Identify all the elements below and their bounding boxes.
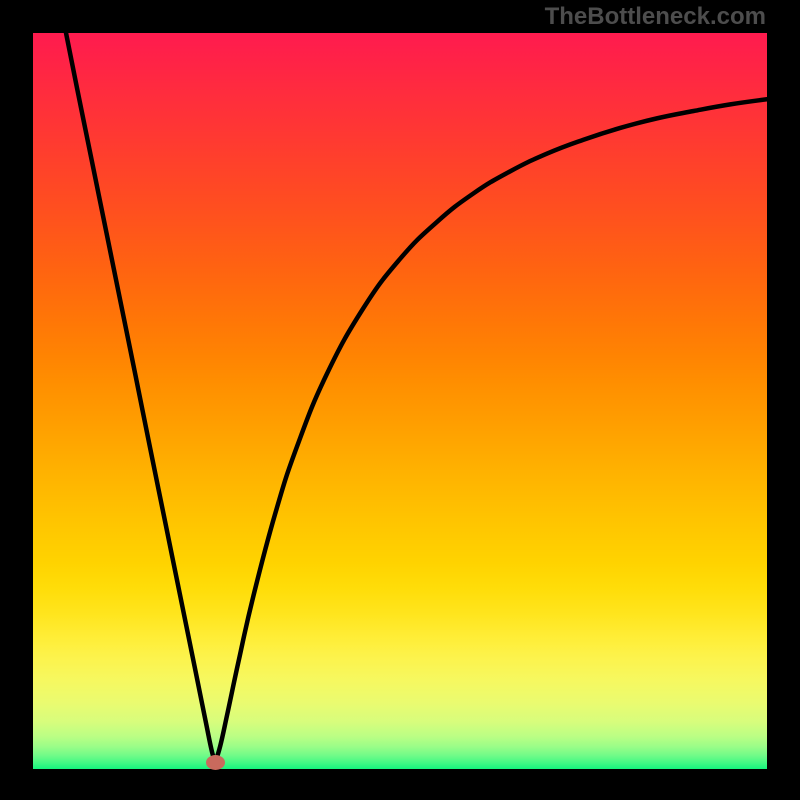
gradient-background xyxy=(33,33,767,769)
chart-frame: TheBottleneck.com xyxy=(0,0,800,800)
plot-area xyxy=(33,33,767,769)
cusp-marker xyxy=(206,755,225,770)
bottleneck-curve xyxy=(33,33,767,769)
watermark-text: TheBottleneck.com xyxy=(545,3,766,31)
